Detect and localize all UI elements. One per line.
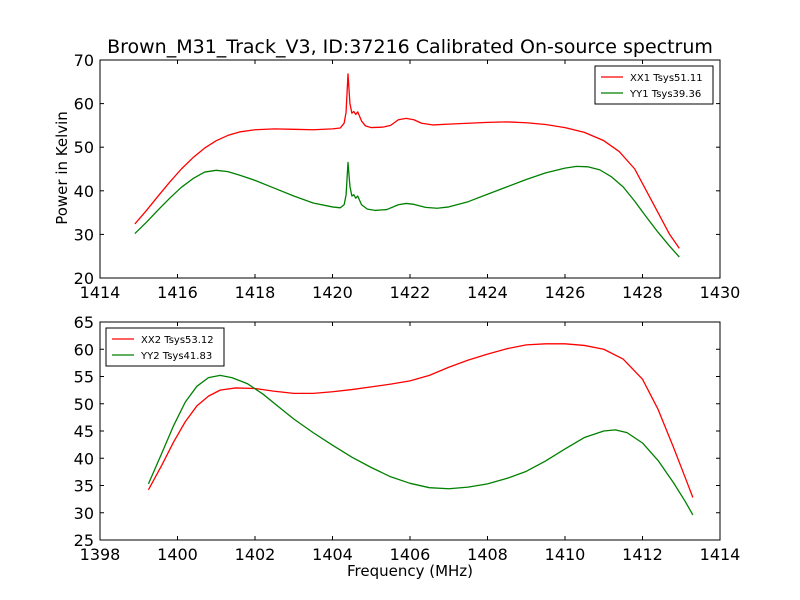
bottom-x-tick-label: 1404 (312, 545, 353, 564)
bottom-series-line-0 (147, 343, 694, 498)
bottom-legend: XX2 Tsys53.12 YY2 Tsys41.83 (105, 327, 225, 367)
bottom-y-tick-label: 55 (74, 368, 94, 387)
top-legend-label-0: XX1 Tsys51.11 (630, 73, 703, 84)
top-x-tick-label: 1424 (467, 283, 508, 302)
top-x-tick-label: 1430 (700, 283, 741, 302)
top-y-tick-label: 70 (74, 51, 94, 70)
bottom-x-tick-label: 1402 (235, 545, 276, 564)
y-axis-title: Power in Kelvin (53, 111, 71, 225)
top-x-tick-label: 1418 (235, 283, 276, 302)
bottom-y-tick-label: 40 (74, 449, 94, 468)
bottom-x-tick-label: 1406 (390, 545, 431, 564)
bottom-x-tick-label: 1408 (467, 545, 508, 564)
top-legend-box (594, 65, 714, 105)
bottom-x-tick-label: 1412 (622, 545, 663, 564)
bottom-legend-box (105, 327, 225, 367)
bottom-x-tick-label: 1400 (157, 545, 198, 564)
bottom-y-tick-label: 30 (74, 504, 94, 523)
spectrum-panel-bottom: 1398 1400 1402 1404 1406 1408 1410 1412 1414 25 30… (74, 313, 741, 564)
top-legend: XX1 Tsys51.11 YY1 Tsys39.36 (594, 65, 714, 105)
bottom-legend-label-0: XX2 Tsys53.12 (141, 335, 214, 346)
bottom-y-tick-label: 25 (74, 531, 94, 550)
top-x-tick-label: 1422 (390, 283, 431, 302)
top-series-line-1 (134, 161, 680, 258)
top-series-line-0 (134, 73, 680, 249)
bottom-y-tick-label: 60 (74, 340, 94, 359)
top-y-tick-label: 30 (74, 225, 94, 244)
top-x-tick-label: 1414 (80, 283, 121, 302)
top-x-tick-label: 1416 (157, 283, 198, 302)
x-axis-title: Frequency (MHz) (347, 562, 473, 580)
top-x-tick-label: 1428 (622, 283, 663, 302)
top-y-tick-label: 60 (74, 95, 94, 114)
top-x-tick-label: 1420 (312, 283, 353, 302)
top-y-tick-label: 50 (74, 138, 94, 157)
bottom-x-tick-label: 1410 (545, 545, 586, 564)
bottom-legend-label-1: YY2 Tsys41.83 (140, 351, 212, 362)
top-legend-label-1: YY1 Tsys39.36 (629, 89, 701, 100)
bottom-x-tick-label: 1414 (700, 545, 741, 564)
bottom-y-tick-label: 35 (74, 477, 94, 496)
top-y-tick-label: 20 (74, 269, 94, 288)
top-y-tick-label: 40 (74, 182, 94, 201)
bottom-y-tick-label: 65 (74, 313, 94, 332)
top-x-tick-label: 1426 (545, 283, 586, 302)
bottom-y-tick-label: 45 (74, 422, 94, 441)
spectrum-panel-top: 1414 1416 1418 1420 1422 1424 1426 1428 1430 20 30… (74, 51, 741, 302)
bottom-x-tick-label: 1398 (80, 545, 121, 564)
bottom-series-line-1 (147, 374, 694, 516)
figure-title: Brown_M31_Track_V3, ID:37216 Calibrated … (107, 36, 713, 58)
bottom-y-tick-label: 50 (74, 395, 94, 414)
